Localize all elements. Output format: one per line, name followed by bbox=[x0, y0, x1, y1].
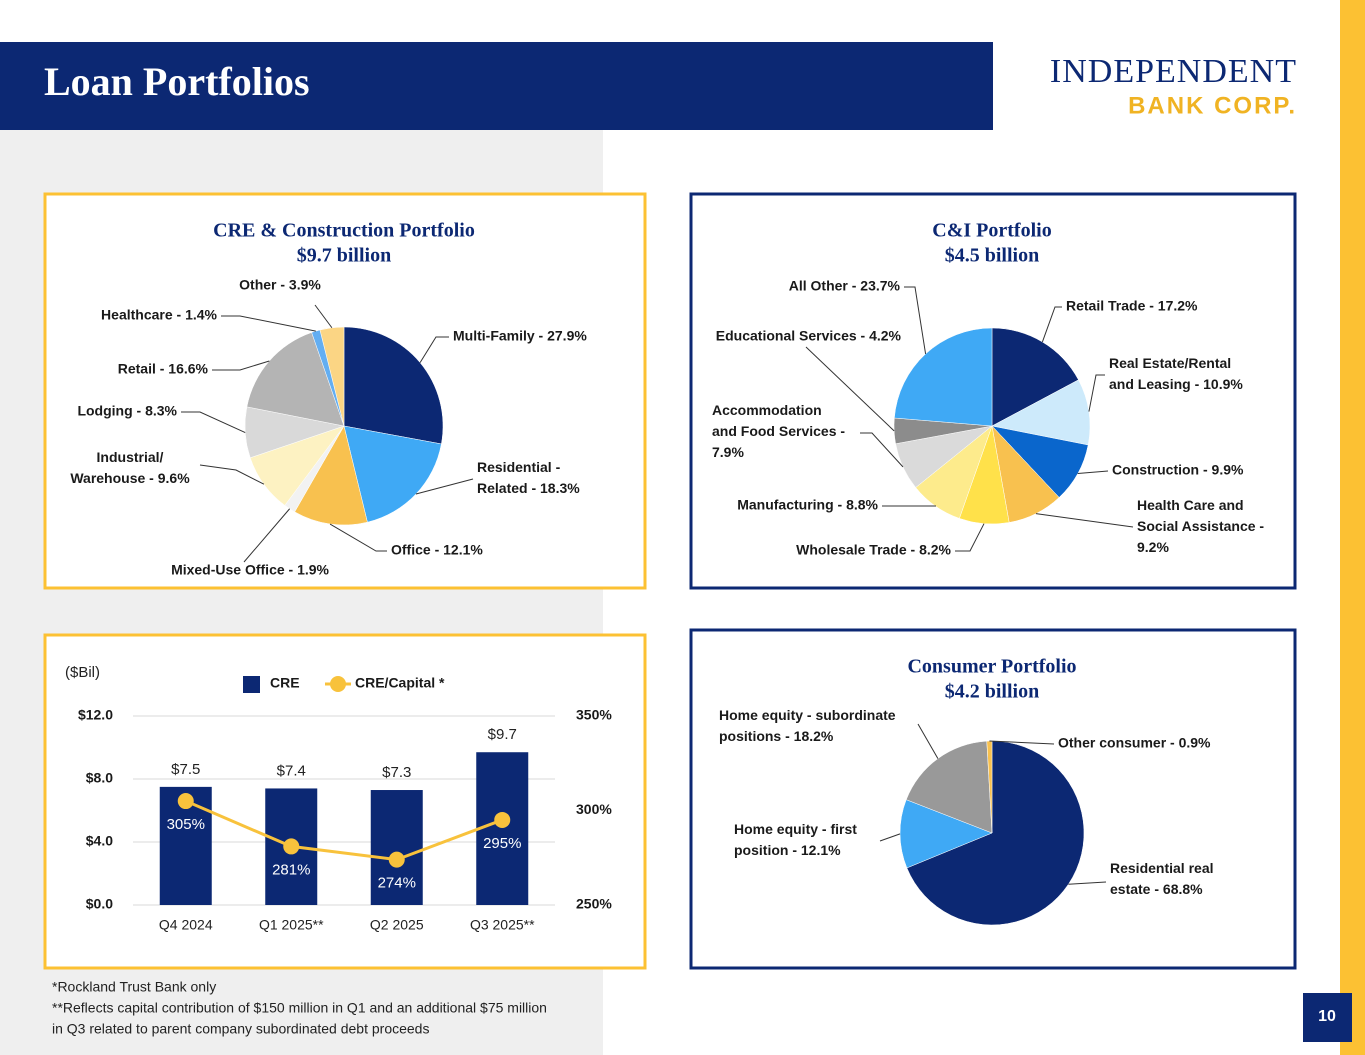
slice-label: Retail - 16.6% bbox=[118, 361, 209, 377]
footnote: in Q3 related to parent company subordin… bbox=[52, 1021, 429, 1037]
slice-label: Home equity - subordinate positions - 18.… bbox=[719, 707, 896, 744]
leader-line bbox=[314, 304, 333, 329]
logo-subname: BANK CORP. bbox=[1128, 92, 1297, 119]
slice-label: Residential real estate - 68.8% bbox=[1110, 860, 1214, 897]
slice-label: Manufacturing - 8.8% bbox=[737, 497, 878, 513]
leader-line bbox=[415, 478, 474, 495]
leader-line bbox=[955, 523, 985, 552]
leader-line bbox=[805, 346, 895, 432]
slice-label: Industrial/Warehouse - 9.6% bbox=[70, 449, 190, 486]
page-number: 10 bbox=[1318, 1008, 1336, 1025]
chart-title: CRE & Construction Portfolio bbox=[213, 220, 475, 242]
value-label: 295% bbox=[483, 835, 521, 852]
y-tick-label: $0.0 bbox=[86, 896, 113, 912]
slice-label: Health Care and Social Assistance -9.2% bbox=[1137, 497, 1264, 555]
slice-label: Office - 12.1% bbox=[391, 542, 483, 558]
legend-label: CRE/Capital * bbox=[355, 675, 445, 691]
line-marker bbox=[494, 811, 511, 828]
chart-subtitle: $4.5 billion bbox=[945, 245, 1039, 267]
chart-subtitle: $9.7 billion bbox=[297, 245, 391, 267]
leader-line bbox=[329, 523, 387, 552]
legend-label: CRE bbox=[270, 675, 300, 691]
legend-marker bbox=[330, 676, 346, 692]
slice-label: Educational Services - 4.2% bbox=[716, 328, 902, 344]
pie-slice bbox=[343, 425, 442, 523]
line-marker bbox=[177, 793, 194, 810]
value-label: 305% bbox=[167, 816, 205, 833]
value-label: 274% bbox=[378, 875, 416, 892]
pie-slice bbox=[899, 799, 993, 869]
value-label: $7.5 bbox=[171, 761, 200, 778]
page-title: Loan Portfolios bbox=[44, 59, 310, 104]
x-tick-label: Q3 2025** bbox=[470, 917, 535, 933]
y2-tick-label: 250% bbox=[576, 896, 612, 912]
axis-unit: ($Bil) bbox=[65, 664, 100, 681]
slice-label: Healthcare - 1.4% bbox=[101, 307, 217, 323]
leader-line bbox=[243, 508, 291, 563]
slice-label: Construction - 9.9% bbox=[1112, 462, 1244, 478]
value-label: $7.4 bbox=[277, 762, 306, 779]
leader-line bbox=[860, 432, 904, 468]
value-label: 281% bbox=[272, 861, 310, 878]
leader-line bbox=[212, 360, 270, 371]
chart-title: Consumer Portfolio bbox=[907, 656, 1076, 678]
slice-label: Residential -Related - 18.3% bbox=[477, 459, 580, 496]
x-tick-label: Q4 2024 bbox=[159, 917, 213, 933]
footnote: *Rockland Trust Bank only bbox=[52, 979, 216, 995]
line bbox=[185, 799, 503, 862]
slice-label: All Other - 23.7% bbox=[789, 278, 901, 294]
footnote: **Reflects capital contribution of $150 … bbox=[52, 1000, 547, 1016]
logo-name: INDEPENDENT bbox=[1050, 53, 1297, 90]
leader-line bbox=[199, 464, 265, 485]
x-tick-label: Q1 2025** bbox=[259, 917, 324, 933]
chart-title: C&I Portfolio bbox=[932, 220, 1051, 242]
leader-line bbox=[879, 833, 901, 842]
leader-line bbox=[1041, 306, 1062, 343]
leader-line bbox=[1088, 374, 1105, 412]
pie-slice bbox=[343, 326, 444, 445]
leader-line bbox=[904, 286, 927, 355]
slice-label: Other - 3.9% bbox=[239, 277, 321, 293]
y2-tick-label: 350% bbox=[576, 707, 612, 723]
pie-slice bbox=[991, 327, 1079, 427]
y-tick-label: $4.0 bbox=[86, 833, 113, 849]
leader-line bbox=[1077, 470, 1109, 474]
slice-label: Real Estate/Rental and Leasing - 10.9% bbox=[1109, 355, 1243, 392]
leader-line bbox=[221, 315, 316, 332]
slice-label: Other consumer - 0.9% bbox=[1058, 735, 1211, 751]
slice-label: Accommodation and Food Services -7.9% bbox=[712, 402, 845, 460]
x-tick-label: Q2 2025 bbox=[370, 917, 424, 933]
legend-swatch bbox=[243, 676, 260, 693]
header-bar bbox=[0, 42, 993, 130]
leader-line bbox=[1068, 881, 1107, 885]
value-label: $7.3 bbox=[382, 764, 411, 781]
page-number-box bbox=[1303, 993, 1352, 1042]
pie-slice bbox=[991, 379, 1091, 446]
pie-slice bbox=[894, 327, 993, 427]
chart-subtitle: $4.2 billion bbox=[945, 681, 1039, 703]
leader-line bbox=[989, 740, 1055, 745]
slice-label: Retail Trade - 17.2% bbox=[1066, 298, 1198, 314]
slice-label: Wholesale Trade - 8.2% bbox=[796, 542, 951, 558]
slice-label: Multi-Family - 27.9% bbox=[453, 328, 587, 344]
leader-line bbox=[917, 723, 939, 759]
line-marker bbox=[388, 851, 405, 868]
value-label: $9.7 bbox=[488, 726, 517, 743]
side-stripe bbox=[1340, 0, 1365, 1055]
leader-line bbox=[181, 411, 246, 433]
slice-label: Home equity - first position - 12.1% bbox=[734, 821, 857, 858]
leader-line bbox=[419, 336, 449, 363]
slice-label: Mixed-Use Office - 1.9% bbox=[171, 562, 329, 578]
bar bbox=[370, 790, 423, 905]
y-tick-label: $12.0 bbox=[78, 707, 113, 723]
y2-tick-label: 300% bbox=[576, 801, 612, 817]
y-tick-label: $8.0 bbox=[86, 770, 113, 786]
panel bbox=[43, 633, 647, 970]
line-marker bbox=[283, 838, 300, 855]
slice-label: Lodging - 8.3% bbox=[77, 403, 177, 419]
bar bbox=[476, 752, 529, 905]
leader-line bbox=[1035, 513, 1134, 528]
